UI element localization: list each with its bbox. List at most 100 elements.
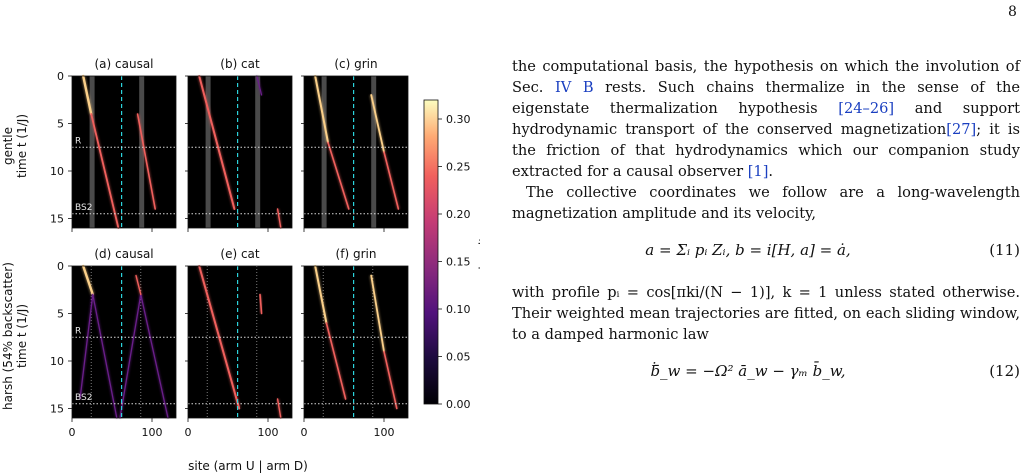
equation-12-body: ḃ̄_w = −Ω² ā_w − γₘ b̄_w,: [650, 362, 846, 380]
colorbar: 0.00 0.05 0.10 0.15 0.20 0.25 0.30 density: [423, 99, 480, 411]
colorbar-tick-label: 0.15: [446, 256, 471, 269]
colorbar-tick-label: 0.00: [446, 398, 471, 411]
panel-frame: [303, 265, 409, 419]
equation-11-body: a = Σᵢ pᵢ Zᵢ, b = i[H, a] = ȧ,: [645, 241, 851, 259]
equation-12-number: (12): [989, 362, 1020, 380]
density-streak: [135, 274, 142, 296]
colorbar-tick-label: 0.05: [446, 351, 471, 364]
equation-12: ḃ̄_w = −Ω² ā_w − γₘ b̄_w, (12): [512, 355, 1020, 391]
figure-six-panels: gentle time t (1/J) harsh (54% backscatt…: [1, 57, 480, 473]
arm-boundary-band: [139, 76, 145, 228]
citation-27[interactable]: [27]: [946, 121, 977, 138]
density-streak: [136, 113, 156, 210]
p1-text: the computational basis, the hypothesis …: [512, 58, 1020, 96]
density-streak: [198, 75, 236, 210]
density-streak: [370, 94, 385, 153]
marker-BS2-label: BS2: [75, 203, 92, 213]
density-streak: [90, 113, 120, 229]
paragraph-1: the computational basis, the hypothesis …: [512, 56, 1020, 182]
panel-frame: [303, 75, 409, 229]
x-tick-label: 100: [374, 426, 395, 439]
panel-background: [188, 266, 292, 418]
x-tick-label: 0: [301, 426, 308, 439]
panel-title: (c) grin: [334, 57, 377, 71]
text-column: the computational basis, the hypothesis …: [512, 56, 1020, 403]
density-streak: [81, 74, 93, 116]
marker-R-label: R: [75, 326, 81, 336]
x-tick-label: 0: [185, 426, 192, 439]
panel-title: (a) causal: [94, 57, 153, 71]
marker-BS2-label: BS2: [75, 393, 92, 403]
panel-frame: [71, 265, 177, 419]
density-streak: [198, 265, 241, 410]
colorbar-tick-label: 0.25: [446, 161, 471, 174]
p1e-text: .: [768, 163, 774, 180]
p1d-text: ; it is the friction of that hydrodynami…: [512, 121, 1020, 180]
colorbar-ticks: 0.00 0.05 0.10 0.15 0.20 0.25 0.30: [438, 113, 471, 411]
panel-frame: [71, 75, 177, 229]
density-streak: [276, 398, 282, 419]
citation-24-26[interactable]: [24–26]: [838, 100, 895, 117]
panel-grid: R BS2 (a) causal 0 5 10 15 (b) cat (c) grin R BS2 (…: [50, 57, 409, 439]
density-streak: [314, 75, 329, 144]
density-streak: [370, 274, 385, 353]
density-streak: [276, 208, 282, 229]
arm-boundary-band: [321, 76, 327, 228]
ylabel-harsh: time t (1/J): [15, 304, 29, 368]
y-tick-label: 15: [50, 403, 64, 416]
density-streak: [79, 293, 94, 400]
arm-boundary-band: [89, 76, 95, 228]
density-streak: [256, 75, 263, 96]
density-streak: [119, 293, 142, 419]
panel-title: (d) causal: [94, 247, 153, 261]
y-tick-label: 0: [57, 70, 64, 83]
density-streak: [140, 293, 169, 419]
panel-c-grin: (c) grin: [301, 57, 409, 232]
density-streak: [314, 265, 328, 324]
panel-title: (e) cat: [220, 247, 260, 261]
panel-title: (f) grin: [336, 247, 377, 261]
paragraph-2: The collective coordinates we follow are…: [512, 184, 1020, 222]
density-streak: [92, 293, 118, 419]
colorbar-tick-label: 0.30: [446, 113, 471, 126]
p1c-text: and support hydrodynamic transport of th…: [512, 100, 1020, 138]
panel-d-causal: R BS2 (d) causal 0 5 10 15 0 100: [50, 247, 177, 439]
x-tick-label: 0: [69, 426, 76, 439]
colorbar-tick-label: 0.10: [446, 303, 471, 316]
page-number: 8: [1008, 4, 1017, 20]
citation-1[interactable]: [1]: [747, 163, 769, 180]
panel-a-causal: R BS2 (a) causal 0 5 10 15: [50, 57, 177, 232]
panel-b-cat: (b) cat: [185, 57, 293, 232]
density-streak: [325, 322, 347, 400]
equation-11-number: (11): [989, 241, 1020, 259]
ylabel-gentle: time t (1/J): [15, 114, 29, 178]
x-tick-label: 100: [142, 426, 163, 439]
panel-e-cat: (e) cat 0 100: [185, 247, 293, 439]
panel-frame: [187, 75, 293, 229]
arm-boundary-band: [205, 76, 211, 228]
panel-f-grin: (f) grin 0 100: [301, 247, 409, 439]
panel-title: (b) cat: [220, 57, 260, 71]
colorbar-gradient: [423, 99, 439, 405]
arm-boundary-band: [255, 76, 261, 228]
colorbar-tick-label: 0.20: [446, 208, 471, 221]
y-tick-label: 5: [57, 118, 64, 131]
row-label-gentle: gentle: [1, 127, 15, 165]
density-streak: [81, 264, 95, 296]
x-axis-label: site (arm U | arm D): [188, 459, 308, 473]
y-tick-label: 0: [57, 260, 64, 273]
arm-boundary-band: [371, 76, 377, 228]
y-tick-label: 15: [50, 213, 64, 226]
density-streak: [383, 151, 400, 210]
x-tick-label: 100: [258, 426, 279, 439]
p1b-text: rests. Such chains thermalize in the sen…: [512, 79, 1020, 117]
y-tick-label: 10: [50, 165, 64, 178]
colorbar-label: density: [477, 230, 480, 274]
paragraph-3: with profile pᵢ = cos[πki/(N − 1)], k = …: [512, 284, 1020, 343]
marker-R-label: R: [75, 136, 81, 146]
row-label-harsh: harsh (54% backscatter): [1, 262, 15, 410]
panel-frame: [187, 265, 293, 419]
section-ref[interactable]: IV B: [554, 79, 594, 96]
y-tick-label: 10: [50, 355, 64, 368]
density-streak: [259, 293, 263, 315]
